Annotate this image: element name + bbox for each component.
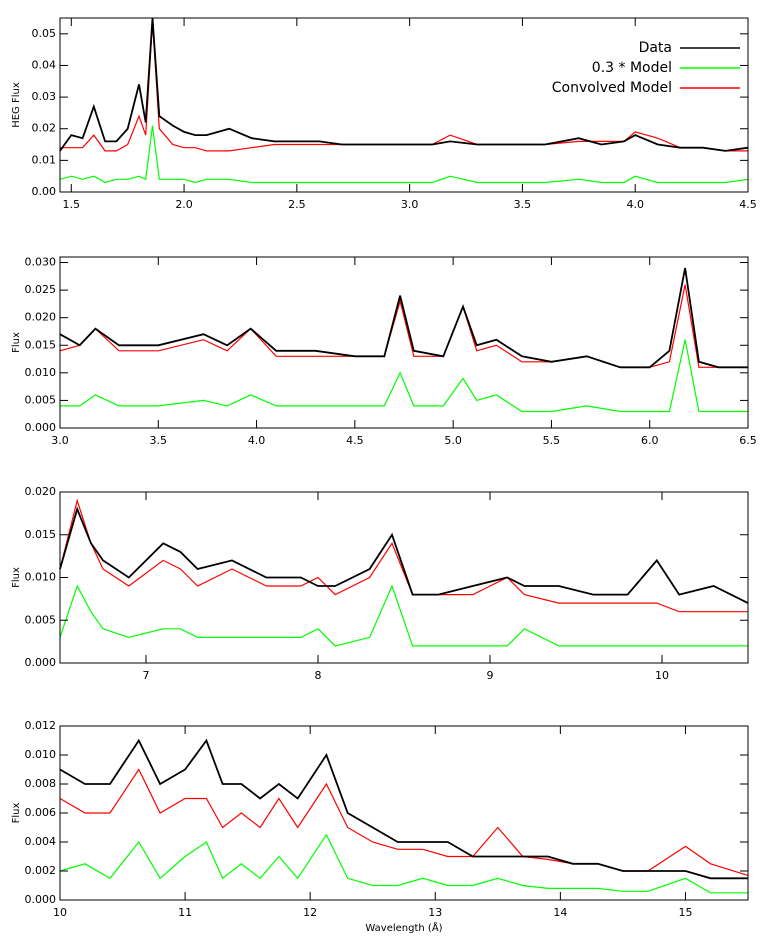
y-tick-label: 0.00 (32, 185, 57, 198)
spectrum-line (59, 17, 749, 152)
x-tick-label: 6.5 (739, 434, 757, 447)
y-tick-label: 0.004 (25, 835, 57, 848)
x-tick-label: 4.0 (248, 434, 266, 447)
spectrum-line (59, 284, 748, 368)
spectrum-line (60, 21, 748, 152)
x-tick-label: 10 (655, 669, 669, 682)
y-tick-label: 0.010 (25, 571, 57, 584)
x-tick-label: 2.5 (288, 198, 306, 211)
y-axis-title: HEG Flux (11, 82, 22, 128)
y-tick-label: 0.000 (25, 893, 57, 906)
x-tick-label: 7 (143, 669, 150, 682)
y-axis-title: Flux (11, 567, 22, 588)
x-tick-label: 3.0 (51, 434, 69, 447)
legend-label: 0.3 * Model (592, 60, 672, 76)
x-tick-label: 13 (428, 906, 442, 919)
x-tick-label: 1.5 (63, 198, 81, 211)
spectrum-line (59, 267, 748, 369)
y-tick-label: 0.05 (32, 27, 57, 40)
y-tick-label: 0.015 (25, 528, 57, 541)
plot-frame (59, 17, 749, 193)
x-tick-label: 12 (303, 906, 317, 919)
spectrum-line (60, 339, 748, 413)
y-tick-label: 0.02 (32, 122, 57, 135)
y-tick-label: 0.002 (25, 864, 57, 877)
spectrum-line (59, 833, 748, 894)
spectrum-line (59, 768, 749, 876)
spectrum-line (59, 584, 748, 647)
spectrum-line (59, 506, 749, 604)
plot-frame (59, 491, 749, 664)
x-tick-label: 3.5 (514, 198, 532, 211)
y-axis-title: Flux (11, 803, 22, 824)
y-tick-label: 0.01 (32, 153, 57, 166)
y-tick-label: 0.020 (25, 485, 57, 498)
legend-label: Data (639, 40, 672, 56)
y-axis-title: Flux (11, 332, 22, 353)
y-tick-label: 0.000 (25, 421, 57, 434)
plot-frame (59, 725, 749, 901)
x-tick-label: 3.5 (150, 434, 168, 447)
y-tick-label: 0.020 (25, 311, 57, 324)
y-tick-label: 0.012 (25, 719, 57, 732)
y-tick-label: 0.030 (25, 256, 57, 269)
x-tick-label: 5.0 (444, 434, 462, 447)
legend-label: Convolved Model (552, 80, 672, 96)
spectrum-line (59, 125, 749, 184)
plot-frame (59, 256, 749, 429)
spectrum-line (59, 498, 748, 613)
x-tick-label: 8 (315, 669, 322, 682)
y-tick-label: 0.005 (25, 613, 57, 626)
x-tick-label: 10 (53, 906, 67, 919)
y-tick-label: 0.005 (25, 393, 57, 406)
x-tick-label: 15 (678, 906, 692, 919)
y-tick-label: 0.04 (32, 58, 57, 71)
y-tick-label: 0.006 (25, 806, 57, 819)
x-tick-label: 6.0 (641, 434, 659, 447)
x-tick-label: 4.0 (626, 198, 644, 211)
x-tick-label: 14 (553, 906, 567, 919)
x-tick-label: 4.5 (739, 198, 757, 211)
y-tick-label: 0.010 (25, 366, 57, 379)
spectrum-line (59, 738, 748, 880)
x-tick-label: 9 (487, 669, 494, 682)
x-tick-label: 4.5 (346, 434, 364, 447)
x-axis-title: Wavelength (Å) (365, 921, 442, 934)
x-tick-label: 5.5 (543, 434, 561, 447)
y-tick-label: 0.000 (25, 656, 57, 669)
y-tick-label: 0.025 (25, 283, 57, 296)
y-tick-label: 0.015 (25, 338, 57, 351)
y-tick-label: 0.010 (25, 748, 57, 761)
y-tick-label: 0.008 (25, 777, 57, 790)
y-tick-label: 0.03 (32, 90, 57, 103)
x-tick-label: 2.0 (175, 198, 193, 211)
x-tick-label: 11 (178, 906, 192, 919)
x-tick-label: 3.0 (401, 198, 419, 211)
